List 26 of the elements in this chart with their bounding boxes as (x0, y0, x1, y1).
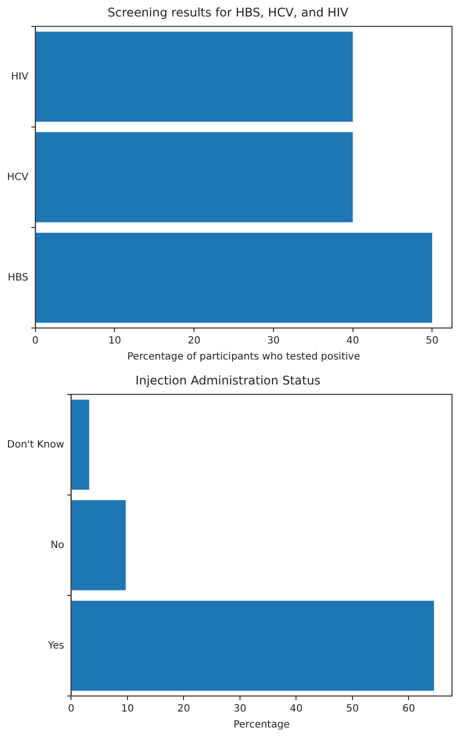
bar (72, 500, 126, 590)
x-tick-label: 60 (402, 704, 416, 715)
chart-title: Injection Administration Status (135, 373, 321, 388)
x-tick-label: 10 (108, 336, 122, 347)
y-tick-label: Don't Know (6, 439, 64, 450)
y-tick-label: Yes (47, 640, 64, 652)
x-tick-label: 50 (426, 336, 439, 347)
x-tick-label: 20 (188, 336, 200, 347)
y-tick-label: No (50, 540, 64, 551)
bar (72, 600, 434, 691)
x-tick-label: 0 (32, 336, 39, 347)
x-axis-title: Percentage (233, 720, 290, 731)
x-tick-label: 50 (346, 704, 359, 715)
bar (72, 400, 90, 490)
y-tick-label: HBS (8, 272, 28, 284)
x-tick-label: 30 (234, 704, 246, 715)
x-tick-label: 10 (121, 704, 134, 715)
x-tick-label: 40 (346, 336, 360, 347)
x-tick-label: 30 (267, 336, 280, 347)
x-tick-label: 0 (68, 704, 74, 715)
y-tick-label: HCV (7, 172, 28, 183)
x-tick-label: 40 (290, 704, 303, 715)
y-tick-label: HIV (11, 71, 28, 82)
x-tick-label: 20 (177, 704, 190, 715)
x-axis-title: Percentage of participants who tested positive (127, 352, 360, 363)
chart-title: Screening results for HBS, HCV, and HIV (108, 5, 350, 20)
